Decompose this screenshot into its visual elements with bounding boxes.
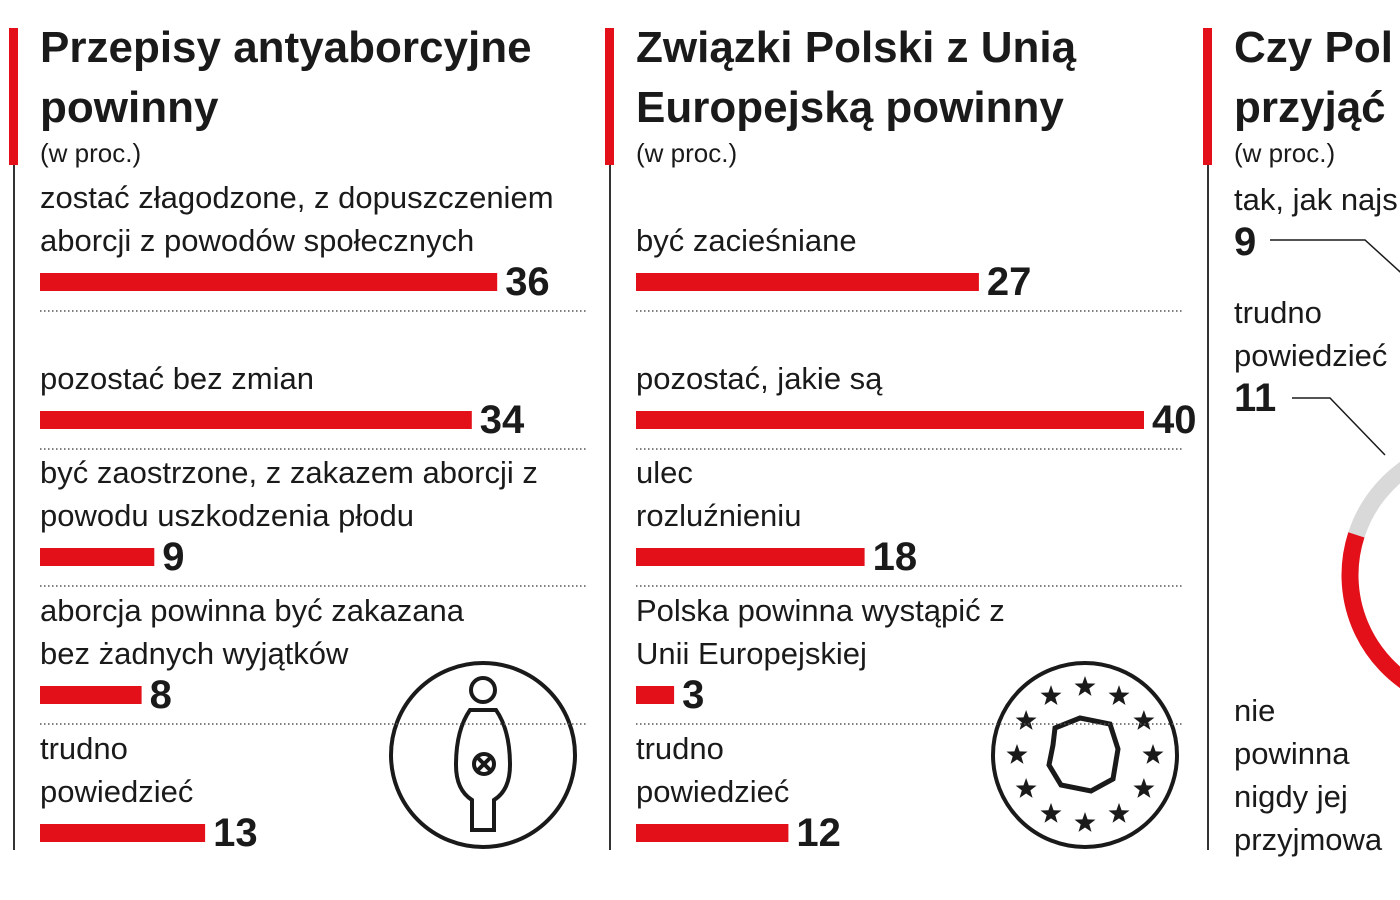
eu-star xyxy=(1074,812,1096,832)
panel-title: Związki Polski z Unią Europejską powinny xyxy=(636,23,1077,132)
value-label: 9 xyxy=(1234,220,1257,264)
value-label: 3 xyxy=(682,673,705,717)
value-label: 36 xyxy=(505,260,550,304)
eu-star xyxy=(1133,710,1155,730)
eu-poland-icon xyxy=(991,661,1179,849)
value-label: 12 xyxy=(796,811,841,855)
category-label: być zaostrzone, z zakazem aborcji z powo… xyxy=(40,455,538,533)
value-label: 11 xyxy=(1234,376,1277,420)
category-label: Polska powinna wystąpić z Unii Europejsk… xyxy=(636,593,1005,671)
eu-star xyxy=(1015,710,1037,730)
category-label: tak, jak najs xyxy=(1234,182,1398,217)
bar xyxy=(40,548,155,566)
donut-segment xyxy=(1341,532,1400,688)
category-label: nie powinna nigdy jej przyjmowa xyxy=(1234,693,1383,857)
panel-title: Czy Pol przyjąć xyxy=(1234,23,1393,132)
category-label: pozostać, jakie są xyxy=(636,361,883,396)
eu-star xyxy=(1040,802,1062,823)
value-label: 8 xyxy=(149,673,172,717)
panel-subtitle: (w proc.) xyxy=(636,138,738,168)
category-label: być zacieśniane xyxy=(636,223,857,258)
eu-star xyxy=(1108,802,1130,823)
value-label: 9 xyxy=(162,535,185,579)
category-label: pozostać bez zmian xyxy=(40,361,314,396)
woman-icon xyxy=(389,661,577,849)
category-label: ulec rozluźnieniu xyxy=(636,455,802,533)
category-label: aborcja powinna być zakazana bez żadnych… xyxy=(40,593,464,671)
leader-line xyxy=(1270,239,1400,273)
bar xyxy=(636,411,1144,429)
eu-star xyxy=(1074,676,1096,696)
value-label: 34 xyxy=(479,398,525,442)
category-label: trudno powiedzieć xyxy=(636,731,790,809)
value-label: 18 xyxy=(872,535,918,579)
bar xyxy=(40,411,472,429)
eu-star xyxy=(1040,685,1062,705)
eu-star xyxy=(1133,778,1155,798)
panel-subtitle: (w proc.) xyxy=(1234,138,1336,168)
bar xyxy=(636,686,675,704)
category-label: trudno powiedzieć xyxy=(1234,295,1388,373)
category-label: trudno powiedzieć xyxy=(40,731,194,809)
bar xyxy=(40,273,498,291)
eu-star xyxy=(1006,744,1028,764)
eu-star xyxy=(1142,744,1164,764)
leader-line xyxy=(1292,397,1386,456)
value-label: 27 xyxy=(986,260,1032,304)
value-label: 40 xyxy=(1152,398,1197,442)
eu-star xyxy=(1015,778,1037,798)
title-accent xyxy=(605,28,614,165)
bar xyxy=(636,824,789,842)
eu-star xyxy=(1108,685,1130,705)
panel-subtitle: (w proc.) xyxy=(40,138,142,168)
title-accent xyxy=(1203,28,1212,165)
bar xyxy=(636,548,865,566)
bar xyxy=(40,824,206,842)
category-label: zostać złagodzone, z dopuszczeniem aborc… xyxy=(40,180,554,258)
bar xyxy=(636,273,979,291)
value-label: 13 xyxy=(213,811,258,855)
title-accent xyxy=(9,28,18,165)
bar xyxy=(40,686,142,704)
donut-segment xyxy=(1348,462,1400,538)
panel-title: Przepisy antyaborcyjne powinny xyxy=(40,23,532,132)
